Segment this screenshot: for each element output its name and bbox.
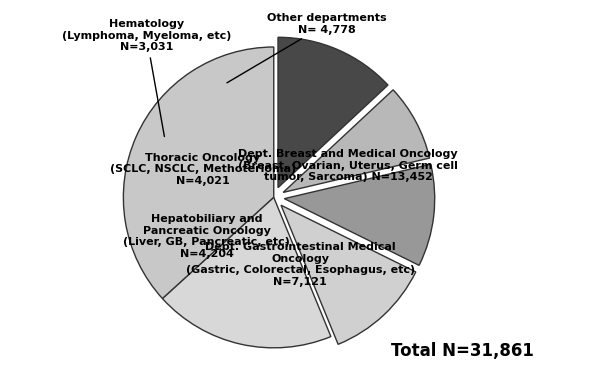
Text: Dept. Breast and Medical Oncology
(Breast, Ovarian, Uterus, Germ cell
tumor, Sar: Dept. Breast and Medical Oncology (Breas…: [238, 149, 458, 182]
Wedge shape: [284, 164, 435, 265]
Wedge shape: [162, 197, 331, 348]
Text: Hematology
(Lymphoma, Myeloma, etc)
N=3,031: Hematology (Lymphoma, Myeloma, etc) N=3,…: [62, 19, 231, 137]
Text: Hepatobiliary and
Pancreatic Oncology
(Liver, GB, Pancreatic, etc)
N=4,204: Hepatobiliary and Pancreatic Oncology (L…: [123, 214, 290, 259]
Text: Thoracic Oncology
(SCLC, NSCLC, Methoterioma)
N=4,021: Thoracic Oncology (SCLC, NSCLC, Methoter…: [110, 152, 296, 186]
Text: Dept. Gastrointestinal Medical
Oncology
(Gastric, Colorectal, Esophagus, etc)
N=: Dept. Gastrointestinal Medical Oncology …: [186, 242, 415, 287]
Wedge shape: [123, 47, 274, 299]
Wedge shape: [283, 90, 430, 193]
Wedge shape: [278, 37, 388, 188]
Text: Total N=31,861: Total N=31,861: [391, 342, 534, 360]
Wedge shape: [281, 205, 416, 344]
Text: Other departments
N= 4,778: Other departments N= 4,778: [227, 13, 386, 83]
